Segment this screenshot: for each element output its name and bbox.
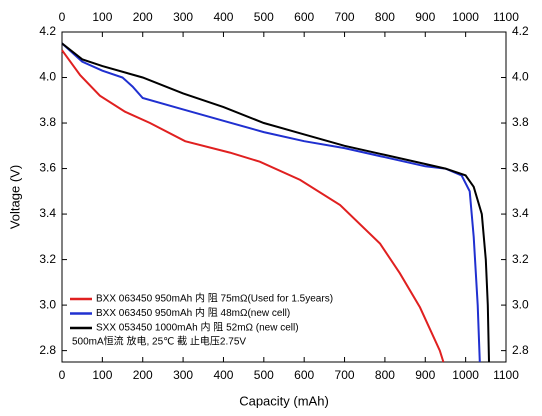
annotation: 500mA恒流 放电, 25℃ 截 止电压2.75V xyxy=(72,335,246,348)
x-tick-label: 100 xyxy=(92,368,112,382)
y-right-tick-label: 3.8 xyxy=(512,115,529,129)
x-top-tick-label: 300 xyxy=(173,10,193,24)
x-top-tick-label: 800 xyxy=(375,10,395,24)
x-tick-label: 900 xyxy=(415,368,435,382)
y-right-tick-label: 2.8 xyxy=(512,343,529,357)
x-top-tick-label: 500 xyxy=(254,10,274,24)
y-right-tick-label: 3.2 xyxy=(512,252,529,266)
y-tick-label: 4.0 xyxy=(39,70,56,84)
x-tick-label: 0 xyxy=(59,368,66,382)
y-tick-label: 3.8 xyxy=(39,115,56,129)
x-top-tick-label: 400 xyxy=(213,10,233,24)
x-axis-label: Capacity (mAh) xyxy=(239,393,329,408)
x-tick-label: 600 xyxy=(294,368,314,382)
y-tick-label: 2.8 xyxy=(39,343,56,357)
y-right-tick-label: 3.4 xyxy=(512,206,529,220)
x-tick-label: 700 xyxy=(335,368,355,382)
y-right-tick-label: 4.2 xyxy=(512,24,529,38)
x-top-tick-label: 1000 xyxy=(452,10,479,24)
x-tick-label: 500 xyxy=(254,368,274,382)
y-right-tick-label: 3.0 xyxy=(512,297,529,311)
y-tick-label: 3.6 xyxy=(39,161,56,175)
series-line xyxy=(61,42,481,363)
y-tick-label: 4.2 xyxy=(39,24,56,38)
x-tick-label: 400 xyxy=(213,368,233,382)
x-tick-label: 300 xyxy=(173,368,193,382)
y-axis-label: Voltage (V) xyxy=(7,165,22,229)
series-line xyxy=(61,49,445,363)
x-tick-label: 800 xyxy=(375,368,395,382)
y-right-tick-label: 4.0 xyxy=(512,70,529,84)
x-tick-label: 1000 xyxy=(452,368,479,382)
series-line xyxy=(61,42,490,363)
y-tick-label: 3.2 xyxy=(39,252,56,266)
x-top-tick-label: 0 xyxy=(59,10,66,24)
x-top-tick-label: 1100 xyxy=(493,10,519,24)
x-top-tick-label: 100 xyxy=(92,10,112,24)
y-tick-label: 3.4 xyxy=(39,206,56,220)
y-tick-label: 3.0 xyxy=(39,297,56,311)
x-top-tick-label: 700 xyxy=(335,10,355,24)
legend-label: BXX 063450 950mAh 内 阻 48mΩ(new cell) xyxy=(96,306,290,319)
x-top-tick-label: 900 xyxy=(415,10,435,24)
x-tick-label: 200 xyxy=(133,368,153,382)
x-tick-label: 1100 xyxy=(493,368,519,382)
legend-label: BXX 063450 950mAh 内 阻 75mΩ(Used for 1.5y… xyxy=(96,292,333,305)
x-top-tick-label: 600 xyxy=(294,10,314,24)
plot-frame xyxy=(61,31,507,363)
legend-label: SXX 053450 1000mAh 内 阻 52mΩ (new cell) xyxy=(96,321,299,334)
y-right-tick-label: 3.6 xyxy=(512,161,529,175)
x-top-tick-label: 200 xyxy=(133,10,153,24)
